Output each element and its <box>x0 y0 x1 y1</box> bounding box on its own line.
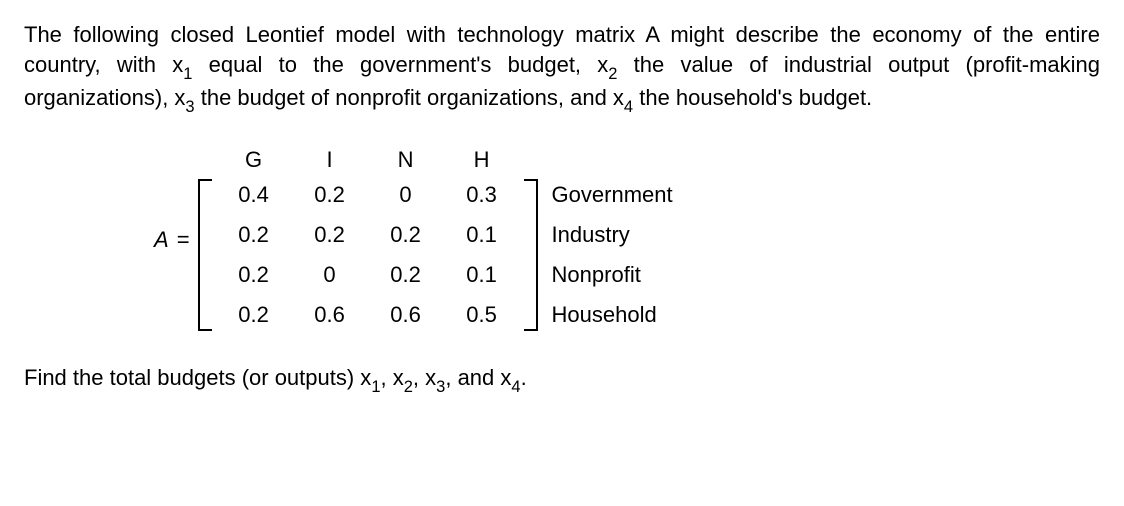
cell-3-0: 0.2 <box>216 300 292 330</box>
matrix-lhs: A <box>154 225 169 255</box>
matrix-body: 0.4 0.2 0 0.3 0.2 0.2 0.2 0.1 0.2 0 0.2 … <box>198 175 673 335</box>
cell-2-0: 0.2 <box>216 260 292 290</box>
intro-paragraph: The following closed Leontief model with… <box>24 20 1100 117</box>
matrix-rows: 0.4 0.2 0 0.3 0.2 0.2 0.2 0.1 0.2 0 0.2 … <box>216 175 520 335</box>
col-header-G: G <box>216 145 292 175</box>
row-label-nonprofit: Nonprofit <box>552 255 673 295</box>
question-paragraph: Find the total budgets (or outputs) x1, … <box>24 363 1100 397</box>
matrix-table: G I N H 0.4 0.2 0 0.3 0.2 0.2 0.2 0.1 <box>198 145 673 335</box>
question-text-5: . <box>521 365 527 390</box>
matrix-A: A = G I N H 0.4 0.2 0 0.3 0.2 0.2 0.2 <box>154 145 1100 335</box>
matrix-row-0: 0.4 0.2 0 0.3 <box>216 175 520 215</box>
row-label-government: Government <box>552 175 673 215</box>
row-label-household: Household <box>552 295 673 335</box>
q-sub-4: 4 <box>511 378 520 396</box>
intro-text-2: equal to the government's budget, x <box>192 52 608 77</box>
question-text-2: , x <box>381 365 404 390</box>
cell-0-2: 0 <box>368 180 444 210</box>
matrix-col-headers: G I N H <box>216 145 673 175</box>
sub-2: 2 <box>608 65 617 83</box>
matrix-row-3: 0.2 0.6 0.6 0.5 <box>216 295 520 335</box>
intro-text-5: the household's budget. <box>633 85 872 110</box>
left-bracket <box>198 179 212 331</box>
intro-text-4: the budget of nonprofit organizations, a… <box>195 85 624 110</box>
cell-1-0: 0.2 <box>216 220 292 250</box>
sub-4: 4 <box>624 98 633 116</box>
equals-sign: = <box>177 225 190 255</box>
cell-1-1: 0.2 <box>292 220 368 250</box>
cell-1-3: 0.1 <box>444 220 520 250</box>
cell-3-3: 0.5 <box>444 300 520 330</box>
cell-3-2: 0.6 <box>368 300 444 330</box>
q-sub-3: 3 <box>436 378 445 396</box>
sub-1: 1 <box>183 65 192 83</box>
q-sub-1: 1 <box>371 378 380 396</box>
sub-3: 3 <box>185 98 194 116</box>
right-bracket <box>524 179 538 331</box>
col-header-H: H <box>444 145 520 175</box>
cell-1-2: 0.2 <box>368 220 444 250</box>
cell-0-3: 0.3 <box>444 180 520 210</box>
cell-2-2: 0.2 <box>368 260 444 290</box>
col-header-N: N <box>368 145 444 175</box>
question-text-1: Find the total budgets (or outputs) x <box>24 365 371 390</box>
col-header-I: I <box>292 145 368 175</box>
cell-2-1: 0 <box>292 260 368 290</box>
cell-2-3: 0.1 <box>444 260 520 290</box>
cell-0-0: 0.4 <box>216 180 292 210</box>
q-sub-2: 2 <box>404 378 413 396</box>
cell-0-1: 0.2 <box>292 180 368 210</box>
question-text-3: , x <box>413 365 436 390</box>
matrix-row-labels: Government Industry Nonprofit Household <box>552 175 673 335</box>
question-text-4: , and x <box>445 365 511 390</box>
matrix-row-1: 0.2 0.2 0.2 0.1 <box>216 215 520 255</box>
cell-3-1: 0.6 <box>292 300 368 330</box>
row-label-industry: Industry <box>552 215 673 255</box>
matrix-row-2: 0.2 0 0.2 0.1 <box>216 255 520 295</box>
